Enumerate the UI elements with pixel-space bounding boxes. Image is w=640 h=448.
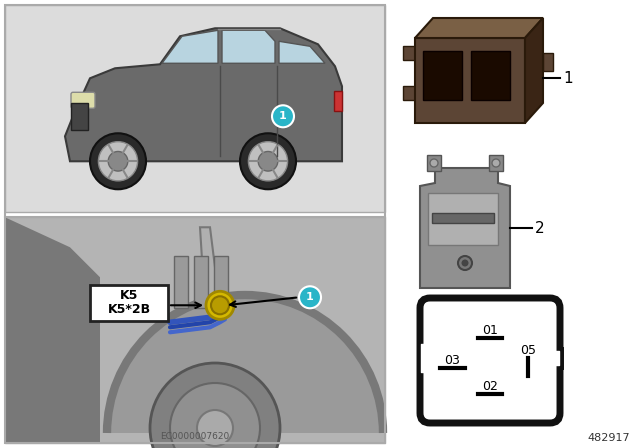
Polygon shape [162,30,218,63]
Circle shape [170,383,260,448]
Circle shape [99,142,138,181]
Polygon shape [5,217,100,443]
FancyBboxPatch shape [420,298,560,423]
Text: K5*2B: K5*2B [108,303,150,316]
FancyBboxPatch shape [90,285,168,321]
Polygon shape [420,168,510,288]
Circle shape [461,259,468,267]
Circle shape [492,159,500,167]
Circle shape [248,142,287,181]
FancyBboxPatch shape [5,217,385,443]
Polygon shape [222,30,275,63]
Circle shape [150,363,280,448]
Polygon shape [525,18,543,123]
FancyBboxPatch shape [432,213,494,223]
Text: 1: 1 [563,70,573,86]
Circle shape [299,286,321,308]
FancyBboxPatch shape [174,256,188,308]
FancyBboxPatch shape [428,193,498,245]
Circle shape [206,291,234,319]
Circle shape [240,134,296,189]
Polygon shape [65,28,342,161]
Text: 2: 2 [535,220,545,236]
Polygon shape [200,227,220,307]
FancyBboxPatch shape [489,155,503,171]
Polygon shape [550,350,560,366]
Wedge shape [107,295,383,433]
FancyBboxPatch shape [403,86,415,100]
Text: 03: 03 [444,353,460,366]
Circle shape [430,159,438,167]
FancyBboxPatch shape [427,155,441,171]
FancyBboxPatch shape [471,51,510,100]
Circle shape [90,134,146,189]
FancyBboxPatch shape [194,256,208,308]
Circle shape [197,410,233,446]
Text: EC0000007620: EC0000007620 [161,431,230,440]
Polygon shape [279,41,325,63]
FancyBboxPatch shape [543,53,553,71]
Circle shape [108,151,128,171]
Text: 482917: 482917 [588,433,630,443]
Polygon shape [415,38,525,123]
Polygon shape [415,18,543,38]
FancyBboxPatch shape [214,256,228,308]
Text: 1: 1 [279,111,287,121]
Text: 05: 05 [520,344,536,357]
Circle shape [258,151,278,171]
Polygon shape [420,343,430,373]
Text: 02: 02 [482,379,498,392]
FancyBboxPatch shape [5,5,385,212]
Text: 01: 01 [482,323,498,336]
Circle shape [272,105,294,127]
Circle shape [211,296,229,314]
Text: 1: 1 [306,292,314,302]
FancyBboxPatch shape [71,103,88,130]
FancyBboxPatch shape [423,51,462,100]
FancyBboxPatch shape [334,91,342,111]
Circle shape [458,256,472,270]
FancyBboxPatch shape [71,92,95,108]
Text: K5: K5 [120,289,138,302]
FancyBboxPatch shape [403,46,415,60]
